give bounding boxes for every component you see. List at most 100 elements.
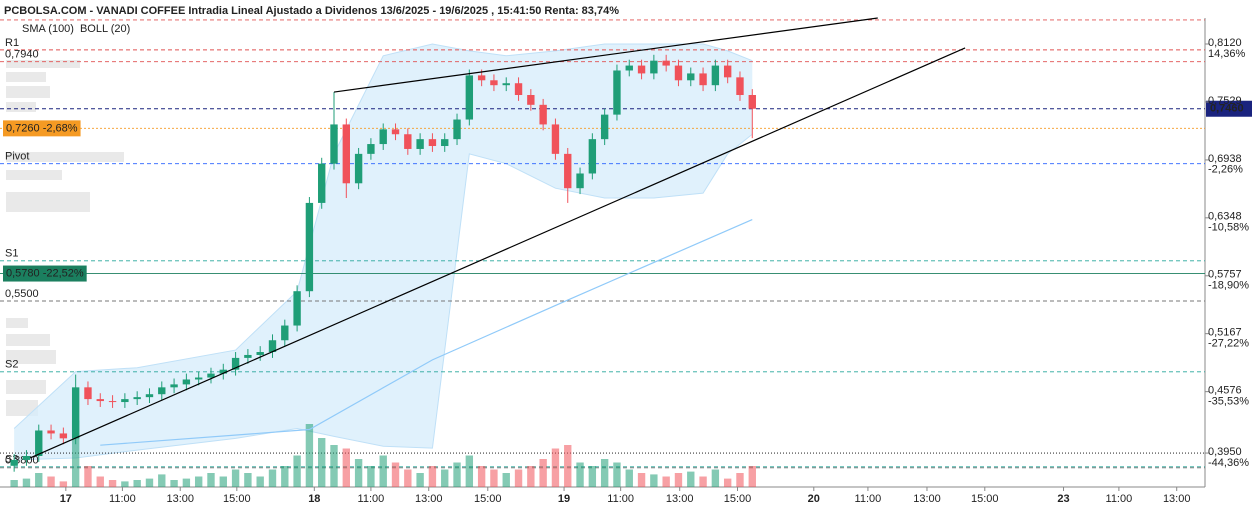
x-tick-label: 15:00 <box>223 493 251 505</box>
candle-body <box>416 139 424 149</box>
candle-body <box>35 430 43 457</box>
candle-body <box>637 65 646 74</box>
volume-bar <box>305 424 314 487</box>
price-tag <box>1206 100 1252 117</box>
volume-bar <box>625 469 633 487</box>
candle-body <box>231 357 240 370</box>
profile-bar <box>6 60 80 68</box>
candle-body <box>453 119 461 140</box>
y-tick-label: 0,6348 <box>1208 211 1242 223</box>
candle-body <box>244 354 252 358</box>
candle-body <box>465 75 474 120</box>
candle-body <box>84 387 92 400</box>
candle-body <box>477 75 486 81</box>
candle-body <box>600 114 609 140</box>
candle-body <box>354 153 363 184</box>
volume-bar <box>477 466 486 487</box>
candle-body <box>699 73 707 86</box>
volume-bar <box>158 474 166 487</box>
volume-bar <box>502 473 510 487</box>
volume-bar <box>293 455 301 487</box>
candle-body <box>207 373 215 378</box>
volume-bar <box>354 459 363 487</box>
candle-body <box>10 459 18 466</box>
y2-tick-label: -27,22% <box>1208 338 1249 350</box>
volume-bar <box>231 469 240 487</box>
volume-bar <box>170 480 178 487</box>
candle-body <box>330 124 338 164</box>
y2-tick-label: -35,53% <box>1208 395 1249 407</box>
y-tick-label: 0,5167 <box>1208 327 1242 339</box>
candle-body <box>428 139 437 147</box>
y2-tick-label: -18,90% <box>1208 280 1249 292</box>
volume-bar <box>551 448 560 487</box>
candle-body <box>318 163 326 203</box>
level-label: S1 <box>5 248 18 260</box>
volume-bar <box>441 469 449 487</box>
candle-body <box>194 377 203 380</box>
x-tick-label: 18 <box>308 493 320 505</box>
volume-bar <box>600 459 609 487</box>
x-tick-label: 15:00 <box>971 493 999 505</box>
volume-bar <box>588 466 597 487</box>
y-tick-label: 0,7529 <box>1208 95 1242 107</box>
profile-bar <box>6 350 56 364</box>
candle-body <box>625 65 633 71</box>
candle-body <box>133 397 141 400</box>
x-tick-label: 11:00 <box>1106 493 1133 505</box>
volume-bar <box>342 448 350 487</box>
candle-body <box>59 433 68 439</box>
volume-bar <box>182 478 191 487</box>
candle-body <box>281 325 289 341</box>
candle-body <box>170 384 178 388</box>
level-tag-label: 0,7260 -2,68% <box>6 122 78 134</box>
volume-bar <box>699 476 707 487</box>
volume-bar <box>108 480 117 487</box>
y-tick-label: 0,8120 <box>1208 37 1242 49</box>
candle-body <box>379 129 387 145</box>
candle-body <box>687 73 695 81</box>
volume-bar <box>662 476 670 487</box>
candle-body <box>711 65 720 86</box>
y2-tick-label: -44,36% <box>1208 457 1249 469</box>
level-label: R1 <box>5 37 19 49</box>
price-tag-label: 0,7460 <box>1210 103 1244 115</box>
candle-body <box>256 352 264 355</box>
candle-body <box>158 387 166 395</box>
level-label: S2 <box>5 359 18 371</box>
x-tick-label: 11:00 <box>607 493 634 505</box>
x-tick-label: 13:00 <box>415 493 443 505</box>
y2-tick-label: -10,58% <box>1208 222 1249 234</box>
volume-bar <box>10 480 18 487</box>
legend-entry: BOLL (20) <box>80 23 130 35</box>
volume-bar <box>453 462 461 487</box>
volume-bar <box>318 438 326 487</box>
volume-bar <box>490 469 498 487</box>
volume-bar <box>379 455 387 487</box>
profile-bar <box>6 318 28 328</box>
y-tick-label: 0,4576 <box>1208 385 1242 397</box>
x-tick-label: 11:00 <box>109 493 136 505</box>
candle-body <box>723 65 732 78</box>
sma-line <box>100 219 753 446</box>
volume-bar <box>637 473 646 487</box>
volume-bar <box>711 469 720 487</box>
candle-body <box>305 202 314 292</box>
level-label: Pivot <box>5 151 29 163</box>
volume-bar <box>367 466 375 487</box>
volume-bar <box>539 459 547 487</box>
volume-bar <box>59 481 68 487</box>
profile-bar <box>6 380 46 394</box>
candle-body <box>490 80 498 86</box>
candle-body <box>662 60 670 66</box>
candle-body <box>391 129 400 135</box>
volume-bar <box>145 478 154 487</box>
level-tag-label: 0,5780 -22,52% <box>6 267 84 279</box>
volume-bar <box>736 473 744 487</box>
x-tick-label: 17 <box>60 493 72 505</box>
candle-body <box>268 340 277 353</box>
volume-bar <box>133 480 141 487</box>
x-tick-label: 11:00 <box>358 493 385 505</box>
volume-bar <box>465 455 474 487</box>
